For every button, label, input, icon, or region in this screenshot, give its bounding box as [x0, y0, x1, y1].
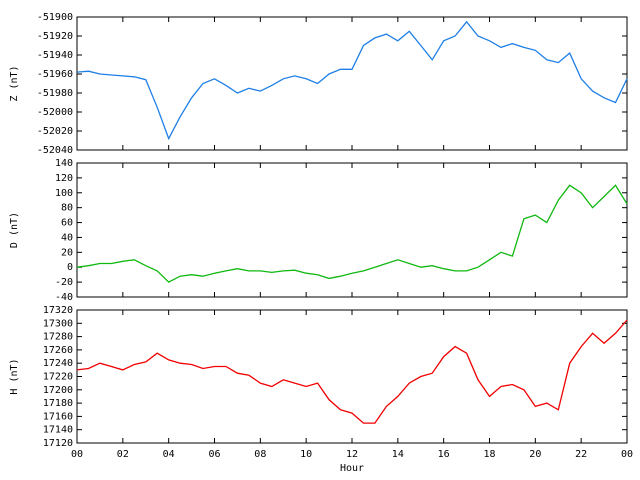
x-tick-label: 02: [117, 449, 129, 460]
y-tick-label: -20: [55, 277, 73, 288]
x-tick-label: 00: [621, 449, 633, 460]
plot-frame: [76, 162, 628, 298]
y-tick-label: 17160: [43, 411, 73, 422]
y-tick-label: -51980: [37, 88, 73, 99]
y-tick-label: 17300: [43, 318, 73, 329]
data-line: [76, 319, 628, 424]
y-tick-label: 0: [67, 262, 73, 273]
x-tick-label: 12: [346, 449, 358, 460]
x-tick-label: 16: [438, 449, 450, 460]
y-tick-label: 17220: [43, 372, 73, 383]
y-tick-label: -52000: [37, 107, 73, 118]
y-tick-label: 17140: [43, 425, 73, 436]
y-tick-label: 40: [61, 232, 73, 243]
x-tick-label: 10: [300, 449, 312, 460]
y-tick-label: -40: [55, 292, 73, 303]
x-tick-label: 18: [483, 449, 495, 460]
y-tick-label: -52040: [37, 145, 73, 156]
y-axis-label: H (nT): [9, 358, 20, 394]
x-tick-label: 14: [392, 449, 404, 460]
y-tick-label: -51960: [37, 69, 73, 80]
x-tick-label: 08: [254, 449, 266, 460]
x-tick-label: 06: [208, 449, 220, 460]
x-tick-label: 20: [529, 449, 541, 460]
x-axis-label: Hour: [340, 463, 364, 474]
y-tick-label: 17320: [43, 305, 73, 316]
y-tick-label: 17120: [43, 438, 73, 449]
plot-frame: [76, 309, 628, 444]
y-tick-label: -52020: [37, 126, 73, 137]
y-tick-label: -51900: [37, 12, 73, 23]
y-tick-label: 60: [61, 218, 73, 229]
data-line: [76, 20, 628, 141]
y-tick-label: 17240: [43, 358, 73, 369]
y-tick-label: 17200: [43, 385, 73, 396]
y-tick-label: -51920: [37, 31, 73, 42]
y-tick-label: -51940: [37, 50, 73, 61]
y-tick-label: 17280: [43, 332, 73, 343]
x-tick-label: 00: [71, 449, 83, 460]
y-tick-label: 140: [55, 158, 73, 169]
plot-frame: [76, 16, 628, 151]
y-tick-label: 100: [55, 188, 73, 199]
data-line: [76, 184, 628, 283]
y-tick-label: 17260: [43, 345, 73, 356]
y-tick-label: 20: [61, 247, 73, 258]
y-tick-label: 17180: [43, 398, 73, 409]
y-axis-label: D (nT): [9, 212, 20, 248]
y-tick-label: 120: [55, 173, 73, 184]
y-tick-label: 80: [61, 203, 73, 214]
x-tick-label: 04: [163, 449, 175, 460]
x-tick-label: 22: [575, 449, 587, 460]
y-axis-label: Z (nT): [9, 65, 20, 101]
